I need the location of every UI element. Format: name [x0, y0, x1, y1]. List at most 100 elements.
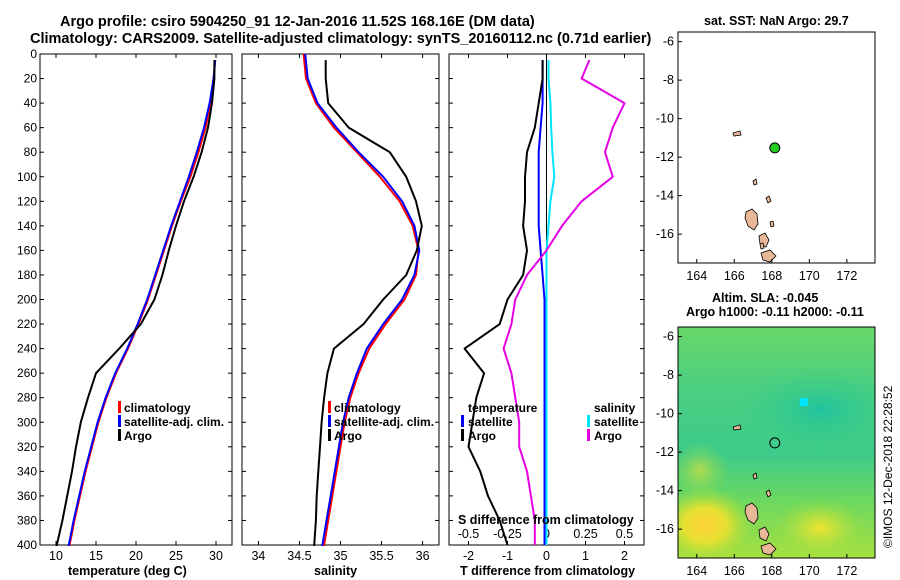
salinity-x-label: salinity: [314, 564, 357, 578]
x-tick-label: 1: [582, 549, 589, 563]
island-espiritu-santo: [744, 502, 759, 525]
depth-tick-label: 240: [17, 342, 37, 356]
map-y-tick-label: -6: [663, 330, 674, 344]
sla-warm-patch-sw: [678, 487, 753, 558]
map-y-tick-label: -6: [663, 35, 674, 49]
series-climatology: [302, 53, 420, 546]
depth-tick-label: 120: [17, 194, 37, 208]
sst-map-markers: [769, 142, 781, 154]
depth-tick-label: 400: [17, 538, 37, 552]
header-line2: Climatology: CARS2009. Satellite-adjuste…: [30, 31, 651, 47]
top-x-tick-label: -0.5: [458, 527, 480, 541]
difference-x-label: T difference from climatology: [460, 564, 635, 578]
temperature-legend: climatology satellite-adj. clim. Argo: [118, 401, 224, 443]
sst-map-title: sat. SST: NaN Argo: 29.7: [704, 14, 849, 28]
island-small-1: [765, 195, 772, 204]
sla-warm-patch-w: [678, 442, 730, 498]
legend-label-sal-argo: Argo: [594, 429, 622, 443]
depth-tick-label: 200: [17, 293, 37, 307]
depth-tick-label: 380: [17, 513, 37, 527]
map-y-tick-label: -12: [656, 150, 674, 164]
map-x-tick-label: 166: [724, 269, 745, 283]
salinity-series: [302, 53, 423, 546]
depth-tick-label: 340: [17, 464, 37, 478]
temperature-series: [55, 60, 217, 546]
island-small-2: [769, 220, 775, 228]
x-tick-label: 35: [334, 549, 348, 563]
depth-tick-label: 320: [17, 440, 37, 454]
series-satellite-adj-clim-: [304, 53, 421, 546]
legend-label-climatology: climatology: [334, 401, 401, 415]
series-climatology: [68, 60, 217, 546]
top-x-tick-label: 0.5: [616, 527, 633, 541]
map-y-tick-label: -16: [656, 522, 674, 536]
map-y-tick-label: -16: [656, 227, 674, 241]
sla-heatmap: [678, 327, 875, 558]
depth-tick-label: 160: [17, 243, 37, 257]
depth-tick-label: 180: [17, 268, 37, 282]
map-y-tick-label: -10: [656, 112, 674, 126]
map-x-tick-label: 168: [761, 269, 782, 283]
sla-map-title-line1: Altim. SLA: -0.045: [712, 291, 818, 305]
legend-swatch-temp-satellite: [461, 415, 464, 427]
depth-tick-label: 100: [17, 170, 37, 184]
sla-cool-patch: [735, 365, 875, 455]
depth-tick-label: 40: [24, 96, 38, 110]
x-tick-label: 25: [169, 549, 183, 563]
depth-tick-label: 360: [17, 489, 37, 503]
x-tick-label: 34: [251, 549, 265, 563]
argo-float-marker: [769, 142, 781, 154]
depth-tick-label: 220: [17, 317, 37, 331]
island-espiritu-santo: [744, 208, 759, 231]
series-temperature-argo: [463, 60, 544, 546]
temperature-x-label: temperature (deg C): [68, 564, 187, 578]
salinity-panel-frame: [241, 53, 440, 546]
x-tick-label: 35.5: [369, 549, 393, 563]
map-y-tick-label: -14: [656, 484, 674, 498]
x-tick-label: 15: [89, 549, 103, 563]
x-tick-label: -1: [502, 549, 513, 563]
sla-map-frame: [677, 326, 876, 559]
difference-series: [463, 59, 626, 546]
island-small-3: [752, 472, 758, 480]
island-small-1: [765, 489, 772, 498]
legend-swatch-argo: [118, 429, 121, 441]
map-x-tick-label: 168: [761, 564, 782, 578]
sla-map-markers: [769, 398, 808, 449]
legend-label-sal-satellite: satellite: [594, 415, 639, 429]
legend-label-temp-satellite: satellite: [468, 415, 513, 429]
legend-title-salinity: salinity: [594, 401, 636, 415]
island-small-4: [752, 178, 758, 186]
series-satellite-adj-clim-: [67, 60, 217, 546]
map-x-tick-label: 164: [686, 564, 707, 578]
x-tick-label: 0: [543, 549, 550, 563]
difference-legend: temperature satellite Argo salinity sate…: [461, 401, 639, 443]
map-y-tick-label: -10: [656, 407, 674, 421]
top-x-tick-label: 0.25: [573, 527, 597, 541]
series-temperature-satellite: [537, 60, 546, 545]
sla-map-title-line2: Argo h1000: -0.11 h2000: -0.11: [686, 305, 864, 319]
map-x-tick-label: 170: [799, 564, 820, 578]
sla-map-axes: 164 166 168 170 172 -6 -8 -10 -12 -14 -16: [656, 330, 857, 578]
sla-warm-patch-se: [775, 498, 865, 558]
x-tick-label: 10: [49, 549, 63, 563]
x-tick-label: 36: [416, 549, 430, 563]
depth-tick-label: 80: [24, 145, 38, 159]
legend-label-argo: Argo: [124, 429, 152, 443]
x-tick-label: 30: [209, 549, 223, 563]
map-y-tick-label: -14: [656, 189, 674, 203]
x-tick-label: -2: [463, 549, 474, 563]
series-argo: [313, 60, 423, 546]
depth-tick-label: 140: [17, 219, 37, 233]
depth-tick-label: 280: [17, 391, 37, 405]
depth-tick-label: 20: [24, 72, 38, 86]
x-tick-label: 20: [129, 549, 143, 563]
argo-float-marker: [769, 437, 781, 449]
island-small-5: [759, 242, 765, 250]
map-x-tick-label: 172: [836, 269, 857, 283]
legend-swatch-satellite: [118, 415, 121, 427]
depth-tick-label: 60: [24, 121, 38, 135]
header-line1: Argo profile: csiro 5904250_91 12-Jan-20…: [60, 14, 535, 30]
salinity-x-axis: 34 34.5 35 35.5 36: [251, 54, 430, 563]
legend-swatch-temp-argo: [461, 429, 464, 441]
